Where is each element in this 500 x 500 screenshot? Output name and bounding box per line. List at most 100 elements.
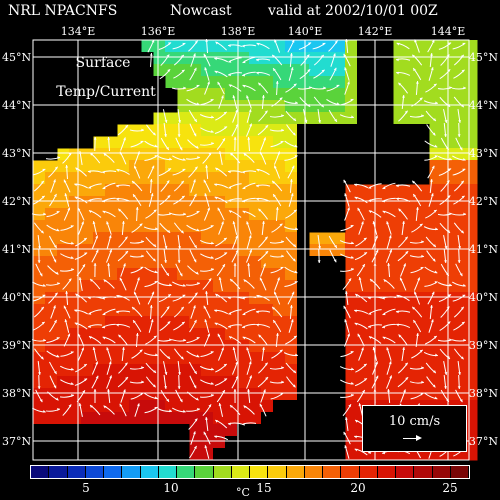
current-vector-head bbox=[396, 294, 400, 298]
sst-cell bbox=[417, 88, 430, 101]
land-cell bbox=[93, 436, 106, 449]
sst-cell bbox=[93, 148, 106, 161]
current-vector-head bbox=[242, 73, 246, 77]
current-vector-head bbox=[168, 283, 172, 287]
land-cell bbox=[321, 124, 334, 137]
current-vector-head bbox=[109, 375, 112, 379]
current-vector-head bbox=[214, 435, 218, 439]
sst-cell bbox=[129, 124, 142, 137]
sst-cell bbox=[189, 352, 202, 365]
land-cell bbox=[417, 172, 430, 185]
current-vector-head bbox=[207, 333, 211, 337]
sst-cell bbox=[237, 232, 250, 245]
current-vector-head bbox=[430, 193, 434, 197]
sst-cell bbox=[117, 352, 130, 365]
sst-cell bbox=[357, 352, 370, 365]
current-vector-head bbox=[343, 431, 347, 435]
land-cell bbox=[321, 148, 334, 161]
land-cell bbox=[357, 64, 370, 77]
sst-cell bbox=[417, 256, 430, 269]
current-vector-head bbox=[402, 347, 406, 350]
sst-cell bbox=[393, 244, 406, 257]
current-vector-head bbox=[399, 277, 403, 281]
current-vector-head bbox=[78, 403, 82, 407]
sst-cell bbox=[189, 292, 202, 305]
sst-cell bbox=[81, 148, 94, 161]
current-vector-head bbox=[178, 372, 181, 375]
sst-cell bbox=[93, 244, 106, 257]
current-vector-head bbox=[416, 333, 419, 336]
current-vector-head bbox=[214, 183, 218, 187]
current-vector-head bbox=[95, 375, 99, 379]
land-cell bbox=[81, 52, 94, 65]
colorbar-segment bbox=[49, 466, 68, 478]
sst-cell bbox=[33, 352, 46, 365]
current-vector-head bbox=[228, 336, 232, 340]
current-vector-head bbox=[125, 377, 128, 380]
sst-cell bbox=[177, 376, 190, 389]
land-cell bbox=[285, 424, 298, 437]
current-vector-head bbox=[154, 406, 158, 410]
sst-cell bbox=[417, 40, 430, 53]
sst-cell bbox=[33, 184, 46, 197]
sst-cell bbox=[333, 88, 346, 101]
current-vector-head bbox=[243, 153, 247, 157]
lat-label-38-left: 38°N bbox=[2, 387, 31, 400]
current-vector-head bbox=[218, 277, 222, 281]
current-vector-head bbox=[420, 392, 424, 396]
sst-cell bbox=[453, 52, 466, 65]
current-vector-head bbox=[457, 386, 461, 389]
product-label: Nowcast bbox=[170, 3, 232, 19]
sst-cell bbox=[93, 400, 106, 413]
sst-cell bbox=[429, 124, 442, 137]
sst-cell bbox=[453, 340, 466, 353]
current-vector-head bbox=[318, 120, 322, 123]
current-vector-head bbox=[420, 266, 424, 270]
current-vector-head bbox=[169, 409, 172, 413]
sst-cell bbox=[429, 76, 442, 89]
land-cell bbox=[117, 64, 130, 77]
sst-cell bbox=[417, 316, 430, 329]
sst-cell bbox=[285, 268, 298, 281]
sst-cell bbox=[429, 112, 442, 125]
land-cell bbox=[333, 316, 346, 329]
sst-cell bbox=[465, 376, 478, 389]
land-cell bbox=[105, 40, 118, 53]
current-vector-head bbox=[357, 207, 361, 211]
colorbar-tick-25: 25 bbox=[442, 481, 458, 495]
sst-cell bbox=[285, 184, 298, 197]
sst-cell bbox=[45, 400, 58, 413]
current-vector-head bbox=[166, 180, 170, 184]
current-vector-head bbox=[388, 235, 392, 239]
sst-cell bbox=[381, 364, 394, 377]
current-vector-head bbox=[343, 179, 347, 183]
land-cell bbox=[57, 124, 70, 137]
sst-cell bbox=[453, 196, 466, 209]
land-cell bbox=[45, 100, 58, 113]
sst-cell bbox=[405, 256, 418, 269]
sst-cell bbox=[357, 280, 370, 293]
sst-cell bbox=[225, 76, 238, 89]
sst-cell bbox=[33, 160, 46, 173]
sst-cell bbox=[261, 196, 274, 209]
sst-cell bbox=[297, 100, 310, 113]
sst-cell bbox=[405, 316, 418, 329]
current-vector-head bbox=[462, 294, 466, 298]
sst-cell bbox=[273, 388, 286, 401]
sst-cell bbox=[273, 208, 286, 221]
land-cell bbox=[309, 208, 322, 221]
sst-cell bbox=[165, 40, 178, 53]
sst-cell bbox=[249, 364, 262, 377]
current-vector-head bbox=[363, 237, 367, 241]
sst-cell bbox=[129, 184, 142, 197]
sst-cell bbox=[261, 364, 274, 377]
sst-cell bbox=[249, 64, 262, 77]
sst-cell bbox=[213, 424, 226, 437]
sst-cell bbox=[297, 76, 310, 89]
lat-label-45-right: 45°N bbox=[469, 51, 498, 64]
sst-cell bbox=[69, 196, 82, 209]
sst-cell bbox=[345, 40, 358, 53]
land-cell bbox=[309, 304, 322, 317]
current-vector-head bbox=[281, 240, 284, 244]
current-vector-head bbox=[102, 325, 106, 329]
